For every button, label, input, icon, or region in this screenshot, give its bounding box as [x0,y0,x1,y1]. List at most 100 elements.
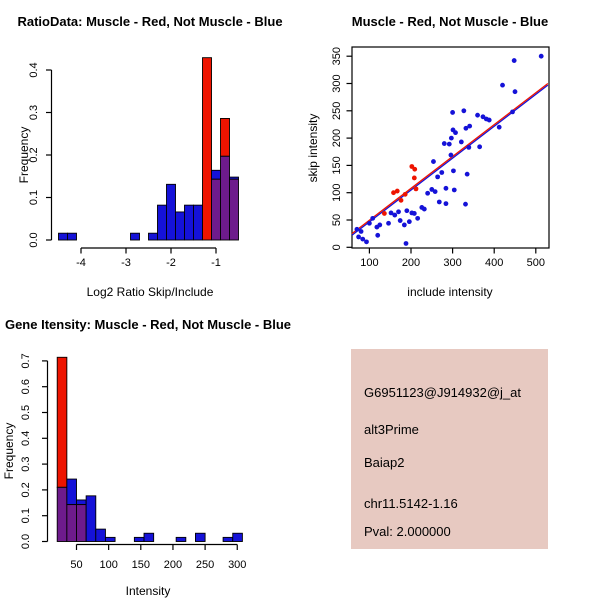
hist-bar-blue [143,532,155,542]
scatter-point-not-muscle [392,212,398,218]
not-muscle-fit-line [351,84,549,236]
scatter-point-muscle [413,186,419,192]
y-tick-label: 250 [331,102,343,120]
scatter-point-not-muscle [477,144,483,150]
hist-bar-blue [166,183,176,241]
gene-histogram-title: Gene Itensity: Muscle - Red, Not Muscle … [5,317,291,332]
y-tick-label: 300 [331,74,343,92]
hist-bar-overlap [56,486,68,542]
scatter-point-not-muscle [451,168,456,174]
ratio-histogram-panel: RatioData: Muscle - Red, Not Muscle - Bl… [17,14,283,299]
y-tick-label: 100 [331,184,343,202]
scatter-point-not-muscle [386,220,391,226]
scatter-point-not-muscle [467,123,473,129]
scatter-point-not-muscle [466,144,472,150]
scatter-point-not-muscle [443,201,449,207]
plot-frame [351,46,550,249]
x-tick-label: 50 [70,559,82,571]
y-tick-label: 0.4 [20,431,32,446]
hist-bar-blue [95,528,106,542]
scatter-point-not-muscle [475,112,480,118]
scatter-point-not-muscle [411,211,417,216]
scatter-point-not-muscle [436,199,442,205]
scatter-xlabel: include intensity [407,285,492,299]
x-tick-label: 100 [99,559,117,571]
y-tick-label: 0.2 [20,482,32,497]
scatter-point-not-muscle [360,236,366,242]
scatter-point-not-muscle [435,174,441,180]
splice-type-text: alt3Prime [364,422,419,437]
y-tick-label: 0.2 [28,147,40,162]
location-text: chr11.5142-1.16 [364,496,458,511]
y-tick-label: 0.3 [28,105,40,120]
scatter-point-not-muscle [511,58,517,63]
scatter-point-muscle [411,175,417,181]
x-tick-label: 150 [132,559,150,571]
y-tick-label: 0.7 [20,353,32,368]
gene-histogram-xlabel: Intensity [126,584,171,598]
hist-bar-blue [104,536,116,542]
scatter-point-not-muscle [415,215,421,221]
x-tick-label: 400 [485,257,503,269]
scatter-point-not-muscle [496,124,502,130]
hist-bar-overlap [211,178,221,241]
y-tick-label: 0.0 [20,534,32,549]
y-tick-label: 0.5 [20,405,32,420]
probe-id-text: G6951123@J914932@j_at [364,385,521,400]
y-tick-label: 0.3 [20,456,32,471]
scatter-point-muscle [402,191,408,197]
hist-bar-blue [76,499,87,506]
gene-name-text: Baiap2 [364,455,404,470]
x-tick-label: 250 [196,559,214,571]
hist-bar-blue [175,536,187,542]
hist-bar-blue [85,495,97,542]
hist-bar-blue [133,536,145,542]
x-tick-label: 200 [164,559,182,571]
scatter-point-not-muscle [367,220,372,226]
scatter-point-not-muscle [446,141,452,147]
scatter-point-not-muscle [403,241,409,246]
scatter-plot: 100 200 300 400 500 0 50 100 150 200 250 300 350 [331,46,550,269]
scatter-point-muscle [398,197,404,203]
scatter-point-not-muscle [421,206,427,212]
scatter-point-muscle [381,211,387,216]
hist-bar-blue [232,532,243,542]
scatter-point-not-muscle [453,130,458,136]
y-tick-label: 0.1 [20,508,32,523]
scatter-point-not-muscle [375,232,381,238]
scatter-point-not-muscle [396,209,401,215]
scatter-point-not-muscle [358,229,364,234]
hist-bar-blue [175,211,185,241]
hist-bar-blue [67,232,77,241]
x-tick-label: 300 [228,559,246,571]
info-panel: G6951123@J914932@j_at alt3Prime Baiap2 c… [351,349,548,549]
scatter-point-not-muscle [441,141,447,146]
hist-bar-overlap [220,155,230,241]
scatter-point-not-muscle [432,189,438,195]
hist-bar-blue [222,536,234,542]
y-tick-label: 0.4 [28,62,40,77]
ratio-histogram-title: RatioData: Muscle - Red, Not Muscle - Bl… [17,14,282,29]
scatter-point-not-muscle [377,222,383,228]
info-panel-background [351,349,548,549]
hist-bar-blue [148,232,158,241]
scatter-point-not-muscle [370,215,376,221]
hist-bar-blue [66,478,77,506]
x-tick-label: 300 [443,257,461,269]
scatter-point-not-muscle [354,226,360,232]
hist-bar-overlap [66,504,77,542]
scatter-point-not-muscle [451,187,457,193]
y-tick-label: 200 [331,129,343,147]
hist-bar-overlap [76,504,87,542]
hist-bar-blue [58,232,68,241]
gene-histogram-plot: 0.0 0.1 0.2 0.3 0.4 0.5 0.6 0.7 50 100 150 200 250 30… [20,353,246,571]
scatter-point-not-muscle [397,218,403,223]
x-tick-label: -1 [211,257,221,269]
y-tick-label: 150 [331,156,343,174]
x-tick-label: 500 [527,257,545,269]
y-tick-label: 0 [331,244,343,250]
scatter-point-not-muscle [463,125,469,131]
scatter-point-not-muscle [512,89,518,95]
y-tick-label: 350 [331,47,343,65]
